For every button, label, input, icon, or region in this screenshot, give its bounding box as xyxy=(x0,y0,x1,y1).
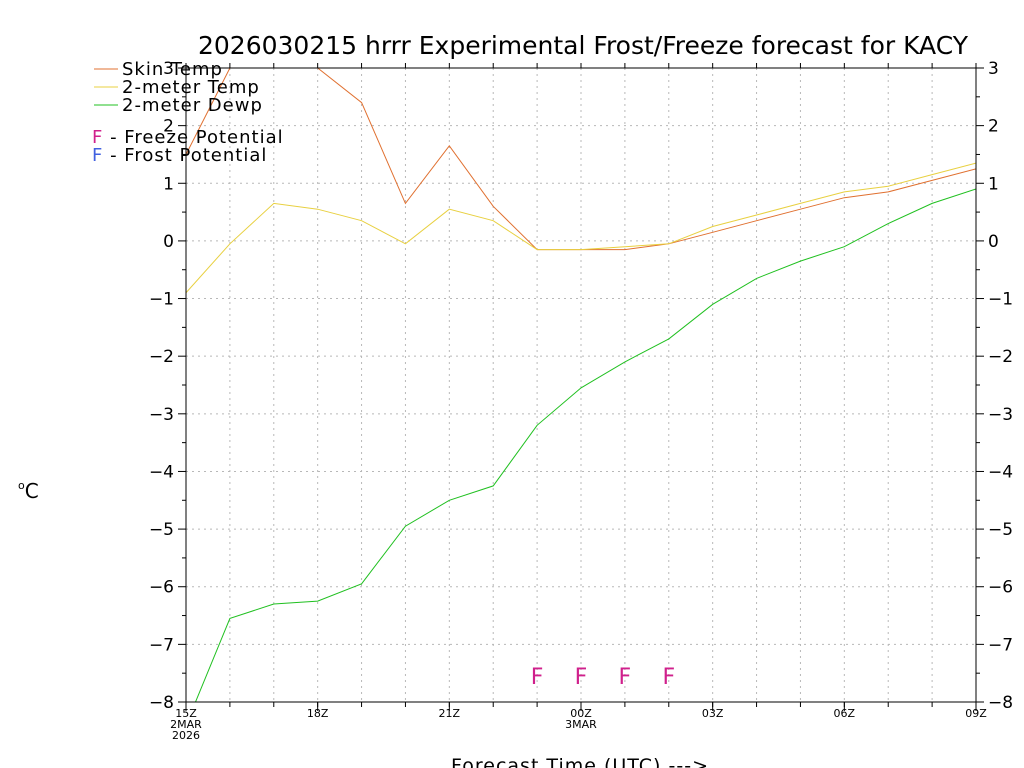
y-tick-label-right: 3 xyxy=(988,59,999,79)
freeze-marker: F xyxy=(662,665,675,690)
potential-legend-item: F - Frost Potential xyxy=(92,145,267,166)
series-lines xyxy=(186,68,976,702)
legend-label: 2-meter Temp xyxy=(122,77,260,98)
y-tick-label-left: −2 xyxy=(149,347,174,367)
y-tick-label-left: −6 xyxy=(149,578,174,598)
y-tick-label-left: 0 xyxy=(163,232,174,252)
potential-legend-letter: F xyxy=(92,145,103,166)
x-tick-label: 00Z xyxy=(570,707,592,720)
x-tick-label: 2026 xyxy=(172,729,200,742)
y-tick-label-right: 1 xyxy=(988,174,999,194)
y-tick-label-right: −3 xyxy=(988,405,1013,425)
y-axis-label-degree: o xyxy=(18,479,25,492)
freeze-marker: F xyxy=(531,665,544,690)
potential-legend-text: - Frost Potential xyxy=(103,145,267,166)
legend-label: 2-meter Dewp xyxy=(122,95,263,116)
x-tick-label: 18Z xyxy=(307,707,329,720)
y-tick-label-left: −7 xyxy=(149,635,174,655)
y-tick-label-right: 0 xyxy=(988,232,999,252)
grid xyxy=(186,68,976,702)
y-tick-label-left: −8 xyxy=(149,693,174,713)
y-tick-label-left: −4 xyxy=(149,462,174,482)
y-tick-label-right: −7 xyxy=(988,635,1013,655)
y-tick-label-right: −2 xyxy=(988,347,1013,367)
y-axis-label-unit: C xyxy=(25,479,39,503)
y-axis-label: oC xyxy=(18,479,39,503)
x-tick-label: 15Z xyxy=(175,707,197,720)
y-tick-label-left: −5 xyxy=(149,520,174,540)
y-tick-label-left: −3 xyxy=(149,405,174,425)
x-tick-label: 3MAR xyxy=(565,718,597,731)
y-tick-label-left: 2 xyxy=(163,117,174,137)
x-tick-label: 03Z xyxy=(702,707,724,720)
y-tick-label-right: −5 xyxy=(988,520,1013,540)
y-tick-label-right: −8 xyxy=(988,693,1013,713)
y-tick-label-left: 3 xyxy=(163,59,174,79)
potential-legend-item: F - Freeze Potential xyxy=(92,127,284,148)
series-line-2-meter-dewp xyxy=(194,188,976,702)
potential-legend-letter: F xyxy=(92,127,103,148)
x-axis-label: Forecast Time (UTC) ---> xyxy=(451,755,709,768)
plot-frame xyxy=(185,67,977,703)
x-tick-label: 2MAR xyxy=(170,718,202,731)
axes: −8 −8 −7 −7 −6 −6 −5 −5 −4 −4 −3 −3 −2 −2 −1 −1 0 0 1 1 2 2 3 3… xyxy=(149,59,1013,742)
series-line-2-meter-temp xyxy=(186,162,976,294)
x-tick-label: 06Z xyxy=(834,707,856,720)
potential-legend-text: - Freeze Potential xyxy=(103,127,283,148)
y-tick-label-right: −4 xyxy=(988,462,1013,482)
x-tick-label: 21Z xyxy=(439,707,461,720)
y-tick-label-right: −6 xyxy=(988,578,1013,598)
freeze-marker: F xyxy=(575,665,588,690)
chart-title: 2026030215 hrrr Experimental Frost/Freez… xyxy=(198,31,969,60)
freeze-marker: F xyxy=(619,665,632,690)
y-tick-label-left: 1 xyxy=(163,174,174,194)
y-tick-label-left: −1 xyxy=(149,290,174,310)
x-tick-label: 09Z xyxy=(965,707,987,720)
y-tick-label-right: −1 xyxy=(988,290,1013,310)
legend-label: Skin Temp xyxy=(122,59,223,80)
y-tick-label-right: 2 xyxy=(988,117,999,137)
